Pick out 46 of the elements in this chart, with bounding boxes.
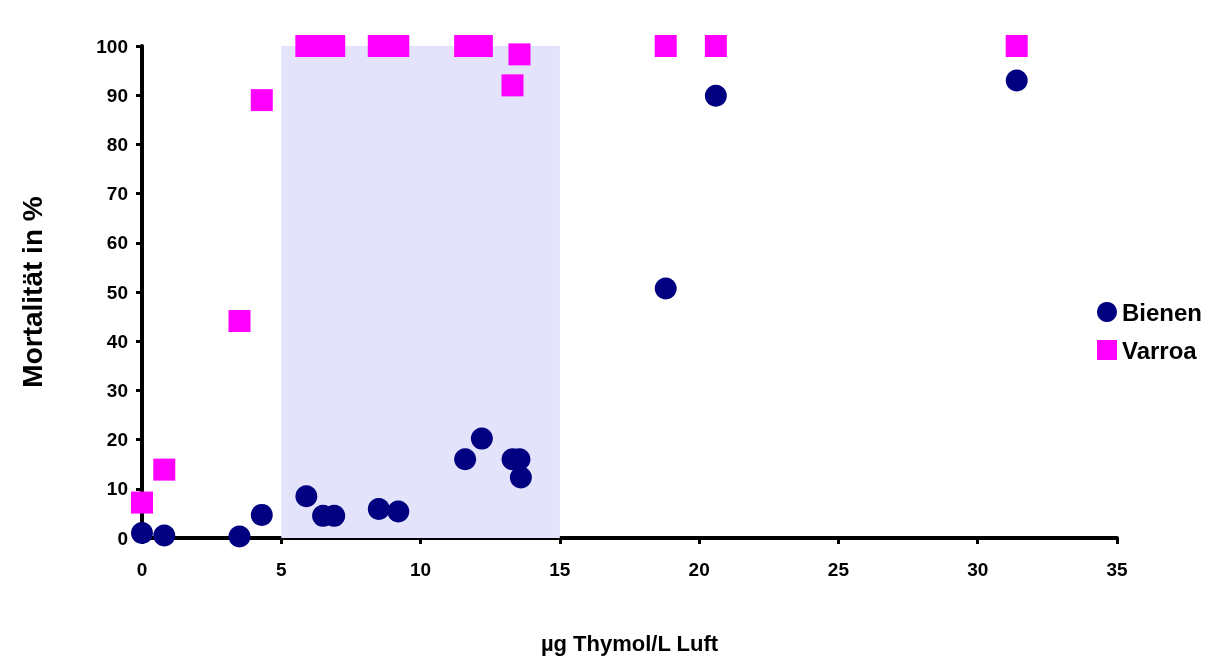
- x-tick-label: 35: [1106, 559, 1128, 580]
- y-tick-label: 10: [106, 478, 128, 500]
- point: [131, 522, 153, 545]
- y-tick-label: 80: [106, 133, 128, 155]
- point: [153, 524, 176, 547]
- y-tick-label: 20: [106, 429, 128, 451]
- x-tick-label: 20: [688, 559, 710, 580]
- y-tick-label: 50: [106, 281, 128, 303]
- point: [1005, 35, 1028, 57]
- point: [228, 525, 251, 548]
- point: [454, 448, 477, 471]
- point: [250, 503, 273, 526]
- y-tick-label: 100: [96, 35, 128, 57]
- point: [387, 35, 410, 57]
- y-tick-label: 90: [106, 84, 128, 106]
- point: [295, 485, 318, 508]
- legend-label: Varroa: [1121, 336, 1198, 364]
- y-tick-label: 70: [106, 183, 128, 205]
- point: [470, 427, 493, 450]
- point: [508, 43, 531, 66]
- point: [153, 458, 176, 481]
- point: [704, 35, 727, 57]
- y-axis-title: Mortalität in %: [16, 196, 48, 388]
- point: [367, 497, 390, 520]
- point: [228, 310, 251, 333]
- point: [654, 35, 677, 57]
- point: [509, 466, 532, 489]
- x-tick-label: 5: [276, 559, 287, 580]
- y-tick-label: 60: [106, 232, 128, 254]
- x-axis-title: µg Thymol/L Luft: [540, 630, 719, 656]
- x-tick-label: 0: [136, 559, 148, 580]
- point: [131, 491, 153, 514]
- x-tick-label: 10: [410, 559, 432, 580]
- point: [501, 74, 524, 97]
- x-tick-label: 30: [967, 559, 989, 580]
- x-tick-label: 25: [827, 559, 850, 580]
- point: [704, 84, 727, 107]
- y-tick-label: 40: [106, 330, 128, 352]
- x-tick-label: 15: [549, 559, 571, 580]
- point: [1005, 69, 1028, 92]
- y-tick-label: 0: [117, 527, 128, 549]
- point: [250, 89, 273, 112]
- legend-label: Bienen: [1121, 298, 1202, 326]
- point: [654, 277, 677, 300]
- y-tick-label: 30: [106, 379, 128, 401]
- point: [387, 500, 410, 523]
